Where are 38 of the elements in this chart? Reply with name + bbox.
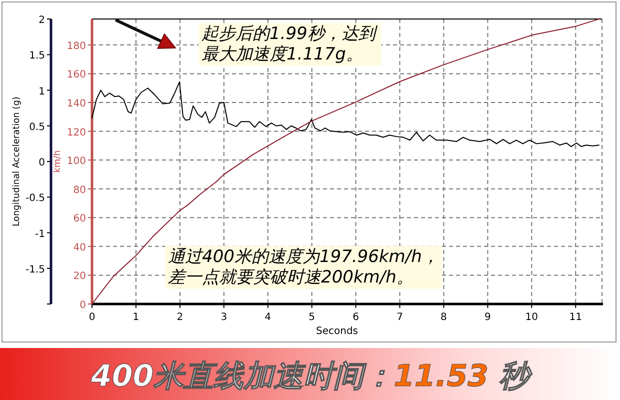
x-tick-label: 7: [396, 312, 403, 323]
y2-tick-label: 80: [73, 184, 86, 196]
x-tick-label: 10: [525, 312, 538, 323]
y-tick-label: 1: [38, 86, 45, 98]
y2-tick-label: 180: [66, 40, 86, 52]
y-tick-label: -1.5: [25, 264, 45, 276]
y2-tick-label: 40: [73, 242, 86, 254]
line-series: [92, 81, 600, 148]
line-series: [92, 18, 600, 304]
x-tick-label: 8: [440, 312, 447, 323]
annotation: 通过400米的速度为197.96km/h，差一点就要突破时速200km/h。: [168, 247, 439, 288]
x-tick-label: 3: [220, 312, 228, 323]
y2-tick-label: 140: [66, 98, 86, 110]
y-tick-label: 2: [38, 15, 45, 26]
y-tick-label: -0.5: [25, 193, 45, 204]
y2-tick-label: 100: [66, 156, 86, 168]
y-axis-title: Longitudinal Acceleration (g): [12, 96, 22, 226]
y2-tick-label: 20: [73, 271, 86, 282]
y-tick-label: 0: [38, 158, 45, 168]
x-tick-label: 5: [308, 312, 316, 323]
x-tick-label: 11: [569, 312, 582, 323]
y-tick-label: 1.5: [29, 50, 45, 62]
x-tick-label: 9: [484, 312, 491, 323]
y2-tick-label: 120: [66, 127, 86, 138]
x-tick-label: 2: [176, 312, 184, 323]
x-tick-label: 6: [352, 312, 359, 323]
x-tick-label: 4: [264, 312, 272, 323]
y2-axis-title: km/h: [53, 150, 63, 173]
y-tick-label: -1: [35, 228, 45, 240]
y2-tick-label: 60: [73, 214, 86, 225]
x-tick-label: 0: [88, 312, 96, 323]
y2-tick-label: 0: [80, 300, 86, 311]
y-tick-label: 0.5: [29, 122, 45, 133]
annotation: 起步后的1.99秒，达到最大加速度1.117g。: [202, 24, 376, 65]
text: 400米直线加速时间：11.53 秒: [90, 359, 533, 394]
x-axis-title: Seconds: [316, 326, 358, 337]
x-tick-label: 1: [132, 312, 140, 323]
y2-tick-label: 160: [66, 70, 86, 81]
